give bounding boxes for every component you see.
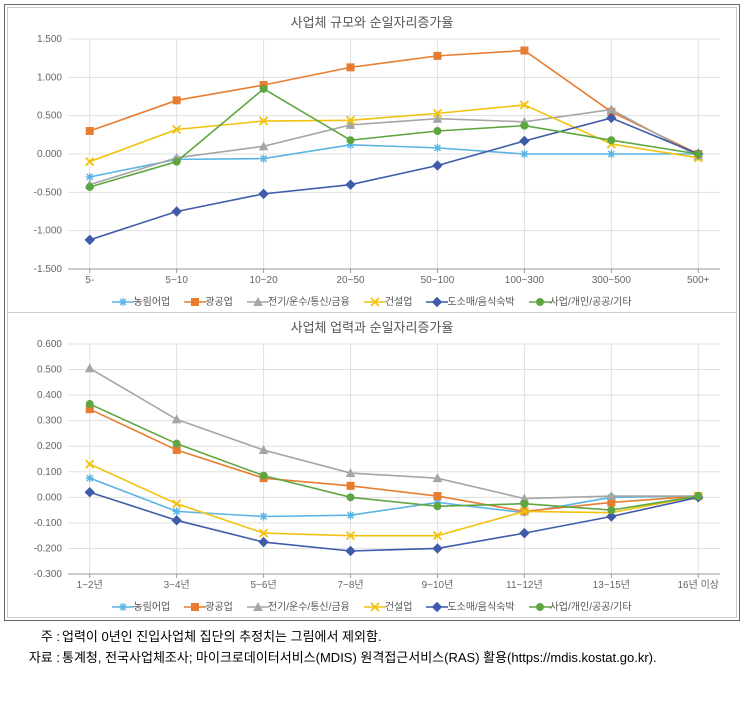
legend-label: 광공업 bbox=[205, 293, 233, 308]
svg-text:300~500: 300~500 bbox=[592, 275, 632, 286]
svg-text:-0.100: -0.100 bbox=[34, 518, 63, 529]
figure-notes: 주 : 업력이 0년인 진입사업체 집단의 추정치는 그림에서 제외함. 자료 … bbox=[4, 621, 740, 671]
legend-item: 전기/운수/통신/금융 bbox=[247, 293, 350, 308]
svg-text:0.500: 0.500 bbox=[37, 365, 62, 376]
svg-text:-0.200: -0.200 bbox=[34, 543, 63, 554]
svg-text:500+: 500+ bbox=[687, 275, 710, 286]
legend-swatch bbox=[247, 602, 265, 610]
legend-item: 사업/개인/공공/기타 bbox=[529, 598, 632, 613]
note-body-1: 업력이 0년인 진입사업체 집단의 추정치는 그림에서 제외함. bbox=[62, 627, 730, 648]
note-body-2: 통계청, 전국사업체조사; 마이크로데이터서비스(MDIS) 원격접근서비스(R… bbox=[62, 648, 730, 669]
legend-item: 전기/운수/통신/금융 bbox=[247, 598, 350, 613]
svg-text:13~15년: 13~15년 bbox=[593, 579, 630, 591]
legend-label: 도소매/음식숙박 bbox=[447, 598, 514, 613]
svg-text:3~4년: 3~4년 bbox=[164, 579, 190, 591]
svg-text:0.300: 0.300 bbox=[37, 416, 62, 427]
figure-frame: 사업체 규모와 순일자리증가율 -1.500 -1.000 -0.500 0.000 0… bbox=[4, 4, 740, 621]
legend-item: 광공업 bbox=[184, 598, 233, 613]
legend-label: 사업/개인/공공/기타 bbox=[550, 598, 632, 613]
legend-swatch bbox=[426, 602, 444, 610]
svg-text:0.500: 0.500 bbox=[37, 111, 62, 122]
legend-item: 도소매/음식숙박 bbox=[426, 598, 514, 613]
svg-text:5~6년: 5~6년 bbox=[251, 579, 277, 591]
svg-text:-1.500: -1.500 bbox=[34, 264, 63, 275]
chart-1-legend: 농림어업 광공업 전기/운수/통신/금융 건설업 도소매/음식숙박 bbox=[8, 291, 736, 312]
legend-item: 농림어업 bbox=[112, 293, 170, 308]
svg-text:0.600: 0.600 bbox=[37, 339, 62, 350]
legend-item: 농림어업 bbox=[112, 598, 170, 613]
svg-text:-1.000: -1.000 bbox=[34, 226, 63, 237]
legend-item: 건설업 bbox=[364, 293, 413, 308]
legend-item: 사업/개인/공공/기타 bbox=[529, 293, 632, 308]
legend-swatch bbox=[184, 602, 202, 610]
legend-swatch bbox=[426, 297, 444, 305]
legend-swatch bbox=[112, 297, 130, 305]
svg-text:9~10년: 9~10년 bbox=[422, 579, 454, 591]
svg-text:5-: 5- bbox=[85, 275, 94, 286]
chart-2-plot: -0.300 -0.200 -0.100 0.000 0.100 0.200 0.300 0.… bbox=[8, 338, 738, 596]
svg-text:100~300: 100~300 bbox=[505, 275, 545, 286]
chart-2-container: 사업체 업력과 순일자리증가율 -0.300 -0.200 -0.100 0.000 0… bbox=[7, 313, 737, 618]
legend-swatch bbox=[364, 297, 382, 305]
svg-text:0.100: 0.100 bbox=[37, 467, 62, 478]
note-label-2: 자료 : bbox=[14, 648, 62, 669]
svg-text:16년 이상: 16년 이상 bbox=[678, 579, 720, 591]
legend-item: 광공업 bbox=[184, 293, 233, 308]
legend-label: 광공업 bbox=[205, 598, 233, 613]
legend-swatch bbox=[247, 297, 265, 305]
svg-text:-0.500: -0.500 bbox=[34, 187, 63, 198]
legend-swatch bbox=[112, 602, 130, 610]
note-label-1: 주 : bbox=[14, 627, 62, 648]
legend-swatch bbox=[529, 602, 547, 610]
svg-text:1.000: 1.000 bbox=[37, 72, 62, 83]
chart-1-container: 사업체 규모와 순일자리증가율 -1.500 -1.000 -0.500 0.000 0… bbox=[7, 7, 737, 313]
svg-text:10~20: 10~20 bbox=[250, 275, 279, 286]
svg-text:0.200: 0.200 bbox=[37, 441, 62, 452]
svg-text:50~100: 50~100 bbox=[421, 275, 455, 286]
svg-text:5~10: 5~10 bbox=[165, 275, 188, 286]
legend-swatch bbox=[184, 297, 202, 305]
chart-1-plot: -1.500 -1.000 -0.500 0.000 0.500 1.000 1.500 5-… bbox=[8, 33, 738, 291]
svg-text:20~50: 20~50 bbox=[336, 275, 365, 286]
legend-item: 건설업 bbox=[364, 598, 413, 613]
legend-label: 전기/운수/통신/금융 bbox=[268, 293, 350, 308]
legend-label: 도소매/음식숙박 bbox=[447, 293, 514, 308]
svg-text:7~8년: 7~8년 bbox=[337, 579, 363, 591]
legend-label: 건설업 bbox=[385, 293, 413, 308]
legend-item: 도소매/음식숙박 bbox=[426, 293, 514, 308]
legend-swatch bbox=[529, 297, 547, 305]
chart-2-title: 사업체 업력과 순일자리증가율 bbox=[8, 313, 736, 338]
svg-text:1.500: 1.500 bbox=[37, 34, 62, 45]
legend-label: 농림어업 bbox=[133, 598, 170, 613]
svg-text:-0.300: -0.300 bbox=[34, 569, 63, 580]
chart-2-legend: 농림어업 광공업 전기/운수/통신/금융 건설업 도소매/음식숙박 bbox=[8, 596, 736, 617]
svg-text:1~2년: 1~2년 bbox=[77, 579, 103, 591]
svg-text:0.000: 0.000 bbox=[37, 492, 62, 503]
legend-label: 사업/개인/공공/기타 bbox=[550, 293, 632, 308]
svg-text:0.000: 0.000 bbox=[37, 149, 62, 160]
svg-text:11~12년: 11~12년 bbox=[506, 579, 543, 591]
legend-label: 농림어업 bbox=[133, 293, 170, 308]
legend-label: 전기/운수/통신/금융 bbox=[268, 598, 350, 613]
legend-swatch bbox=[364, 602, 382, 610]
legend-label: 건설업 bbox=[385, 598, 413, 613]
chart-1-title: 사업체 규모와 순일자리증가율 bbox=[8, 8, 736, 33]
svg-text:0.400: 0.400 bbox=[37, 390, 62, 401]
